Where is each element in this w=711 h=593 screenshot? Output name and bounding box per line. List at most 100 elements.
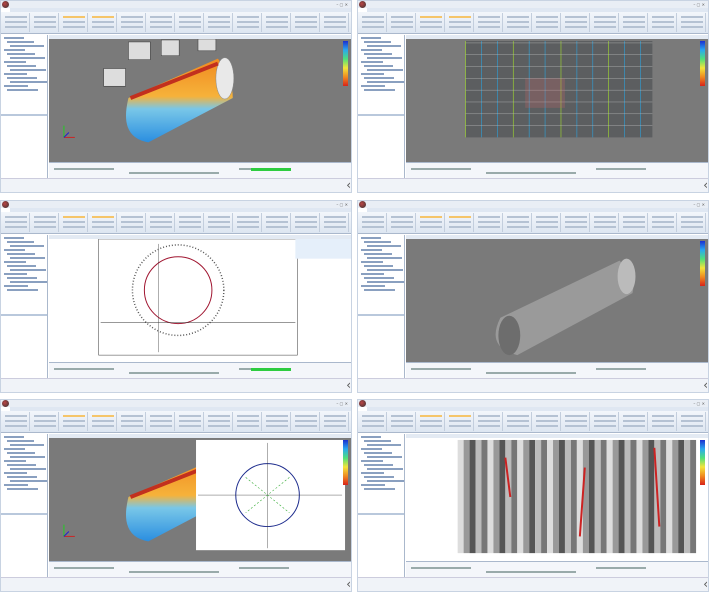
ribbon-group[interactable] [447, 13, 474, 32]
ribbon-group[interactable] [505, 412, 532, 431]
view-tabs[interactable] [406, 434, 708, 438]
menu-bar[interactable] [367, 8, 708, 12]
ribbon-group[interactable] [679, 412, 706, 431]
ribbon-group[interactable] [293, 412, 320, 431]
app-logo-icon[interactable] [359, 201, 366, 208]
ribbon-group[interactable] [148, 412, 175, 431]
tree-item[interactable] [4, 261, 26, 263]
ribbon-group[interactable] [235, 13, 262, 32]
ribbon-group[interactable] [264, 213, 291, 232]
tree-item[interactable] [367, 257, 402, 259]
tree-item[interactable] [7, 488, 38, 490]
window-controls[interactable]: – ▢ ✕ [336, 202, 348, 207]
tree-item[interactable] [361, 85, 385, 87]
ribbon-group[interactable] [621, 13, 648, 32]
ribbon-group[interactable] [650, 412, 677, 431]
ribbon-group[interactable] [293, 13, 320, 32]
tree-item[interactable] [364, 277, 394, 279]
ribbon-group[interactable] [621, 412, 648, 431]
viewport-3d[interactable] [406, 239, 708, 362]
ribbon-group[interactable] [177, 412, 204, 431]
tree-item[interactable] [4, 237, 24, 239]
tree-item[interactable] [10, 281, 47, 283]
ribbon-group[interactable] [389, 213, 416, 232]
ribbon-group[interactable] [476, 13, 503, 32]
ribbon-group[interactable] [90, 13, 117, 32]
ribbon-group[interactable] [3, 412, 30, 431]
ribbon-group[interactable] [293, 213, 320, 232]
ribbon-group[interactable] [621, 213, 648, 232]
app-logo-icon[interactable] [2, 400, 9, 407]
tunnel-model[interactable] [495, 258, 636, 356]
collapse-arrow-icon[interactable]: ‹ [703, 178, 708, 192]
tree-item[interactable] [10, 468, 46, 470]
app-logo-icon[interactable] [2, 201, 9, 208]
ribbon-group[interactable] [476, 213, 503, 232]
ribbon-group[interactable] [360, 412, 387, 431]
tree-item[interactable] [4, 49, 25, 51]
ribbon-group[interactable] [679, 13, 706, 32]
tree-item[interactable] [364, 265, 393, 267]
ribbon-group[interactable] [148, 13, 175, 32]
ribbon-group[interactable] [264, 13, 291, 32]
viewport-3d[interactable] [49, 239, 351, 362]
ribbon-group[interactable] [177, 13, 204, 32]
ribbon-group[interactable] [206, 13, 233, 32]
tree-item[interactable] [10, 69, 46, 71]
ribbon-group[interactable] [592, 213, 619, 232]
tree-item[interactable] [7, 289, 38, 291]
tree-item[interactable] [364, 476, 394, 478]
tree-item[interactable] [7, 277, 37, 279]
view-tabs[interactable] [406, 235, 708, 239]
app-logo-icon[interactable] [359, 400, 366, 407]
tree-item[interactable] [10, 456, 45, 458]
tree-item[interactable] [4, 85, 28, 87]
ribbon-group[interactable] [418, 13, 445, 32]
view-tabs[interactable] [49, 235, 351, 239]
tree-item[interactable] [367, 45, 401, 47]
tree-item[interactable] [361, 273, 384, 275]
tree-item[interactable] [7, 440, 34, 442]
tree-item[interactable] [367, 468, 403, 470]
collapse-arrow-icon[interactable]: ‹ [703, 378, 708, 392]
tree-item[interactable] [361, 249, 382, 251]
ribbon-group[interactable] [235, 412, 262, 431]
ribbon-group[interactable] [32, 213, 59, 232]
ribbon-group[interactable] [418, 213, 445, 232]
ribbon-group[interactable] [563, 412, 590, 431]
tree-item[interactable] [4, 472, 27, 474]
ribbon-group[interactable] [476, 412, 503, 431]
ribbon-group[interactable] [679, 213, 706, 232]
collapse-arrow-icon[interactable]: ‹ [703, 577, 708, 591]
ribbon-group[interactable] [206, 412, 233, 431]
tree-item[interactable] [7, 464, 36, 466]
tree-item[interactable] [4, 61, 26, 63]
tree-item[interactable] [361, 37, 381, 39]
tree-item[interactable] [361, 61, 383, 63]
viewport-3d[interactable] [49, 438, 351, 561]
ribbon-group[interactable] [650, 13, 677, 32]
ribbon-group[interactable] [119, 13, 146, 32]
tree-item[interactable] [364, 440, 391, 442]
tree-item[interactable] [367, 269, 403, 271]
menu-bar[interactable] [367, 407, 708, 411]
ribbon-group[interactable] [360, 213, 387, 232]
ribbon-group[interactable] [592, 412, 619, 431]
collapse-arrow-icon[interactable]: ‹ [346, 378, 351, 392]
ribbon-group[interactable] [61, 13, 88, 32]
tree-item[interactable] [10, 57, 45, 59]
tree-item[interactable] [364, 241, 391, 243]
ribbon-group[interactable] [322, 412, 349, 431]
tree-item[interactable] [4, 448, 25, 450]
tree-item[interactable] [7, 77, 37, 79]
ribbon-group[interactable] [322, 13, 349, 32]
tree-item[interactable] [7, 476, 37, 478]
window-controls[interactable]: – ▢ ✕ [336, 401, 348, 406]
tree-item[interactable] [364, 53, 392, 55]
ribbon-group[interactable] [61, 412, 88, 431]
collapse-arrow-icon[interactable]: ‹ [346, 577, 351, 591]
tree-item[interactable] [7, 265, 36, 267]
ribbon-group[interactable] [32, 412, 59, 431]
tree-item[interactable] [4, 37, 24, 39]
tree-item[interactable] [367, 69, 403, 71]
